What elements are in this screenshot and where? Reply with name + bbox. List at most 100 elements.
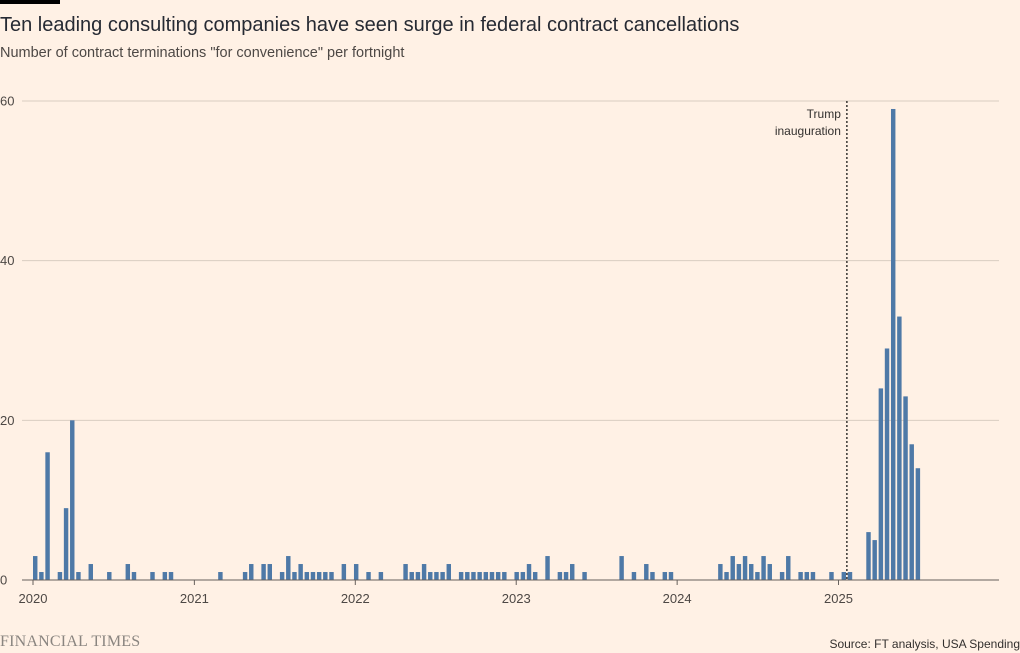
bar [409, 572, 414, 580]
bar [162, 572, 168, 580]
bar [557, 572, 563, 580]
bar [662, 572, 668, 580]
bar [668, 572, 674, 580]
bar [440, 572, 445, 580]
bar [742, 556, 748, 580]
x-tick-label: 2022 [341, 591, 370, 606]
chart-title: Ten leading consulting companies have se… [0, 14, 740, 36]
bar [76, 572, 81, 580]
bar [761, 556, 766, 580]
bar [532, 572, 538, 580]
bar [903, 396, 908, 580]
bar [520, 572, 526, 580]
bar [378, 572, 384, 580]
chart-subtitle: Number of contract terminations "for con… [0, 45, 405, 61]
bar [261, 564, 266, 580]
y-tick-label: 0 [0, 573, 7, 588]
source-note: Source: FT analysis, USA Spending [829, 637, 1020, 651]
bar [310, 572, 316, 580]
bar [125, 564, 131, 580]
bar [767, 564, 772, 580]
bar [446, 564, 451, 580]
bar [316, 572, 322, 580]
bar [131, 572, 137, 580]
x-tick-label: 2023 [502, 591, 531, 606]
bar [730, 556, 735, 580]
bar [249, 564, 254, 580]
bar [353, 564, 359, 580]
brand-top-bar [0, 0, 60, 4]
bar [502, 572, 507, 580]
bar [779, 572, 785, 580]
bar [650, 572, 655, 580]
bar [39, 572, 44, 580]
bar [45, 452, 50, 580]
ft-logo: FINANCIAL TIMES [0, 633, 141, 650]
bar [736, 564, 742, 580]
bar [88, 564, 93, 580]
bar [471, 572, 476, 580]
bar [570, 564, 575, 580]
bar [242, 572, 248, 580]
bar [150, 572, 155, 580]
bar [619, 556, 624, 580]
bar [563, 572, 569, 580]
x-tick-label: 2024 [663, 591, 692, 606]
y-tick-label: 40 [0, 253, 14, 268]
bar [489, 572, 495, 580]
bar [403, 564, 408, 580]
bar [872, 540, 877, 580]
bar [304, 572, 310, 580]
bar [786, 556, 791, 580]
bar [866, 532, 871, 580]
bar [458, 572, 464, 580]
bar [323, 572, 328, 580]
bar [434, 572, 439, 580]
bar [724, 572, 729, 580]
bar [483, 572, 489, 580]
bar [107, 572, 112, 580]
bar [526, 564, 532, 580]
bar [749, 564, 754, 580]
bar [292, 572, 297, 580]
bar [847, 572, 853, 580]
bar [718, 564, 723, 580]
bar [514, 572, 519, 580]
bar [329, 572, 334, 580]
bar [341, 564, 347, 580]
bar [829, 572, 834, 580]
bar [915, 468, 921, 580]
bar [631, 572, 637, 580]
bar [810, 572, 816, 580]
x-tick-label: 2025 [824, 591, 853, 606]
bar [897, 316, 902, 580]
bar [70, 420, 75, 580]
bar [884, 348, 890, 580]
bar [495, 572, 501, 580]
bar [267, 564, 272, 580]
bar [804, 572, 810, 580]
bar [415, 572, 421, 580]
bar [909, 444, 914, 580]
bar [168, 572, 174, 580]
bar [878, 388, 884, 580]
bar [582, 572, 587, 580]
bar [798, 572, 803, 580]
bar [57, 572, 63, 580]
bar [465, 572, 470, 580]
bar [421, 564, 427, 580]
y-tick-label: 20 [0, 413, 14, 428]
annotation-label: inauguration [775, 124, 841, 138]
bar [298, 564, 303, 580]
bar [286, 556, 291, 580]
bar [477, 572, 482, 580]
bar [644, 564, 649, 580]
bar [366, 572, 371, 580]
bar [279, 572, 285, 580]
bar [63, 508, 69, 580]
bar [428, 572, 433, 580]
x-tick-label: 2020 [19, 591, 48, 606]
bar [755, 572, 760, 580]
x-tick-label: 2021 [180, 591, 209, 606]
